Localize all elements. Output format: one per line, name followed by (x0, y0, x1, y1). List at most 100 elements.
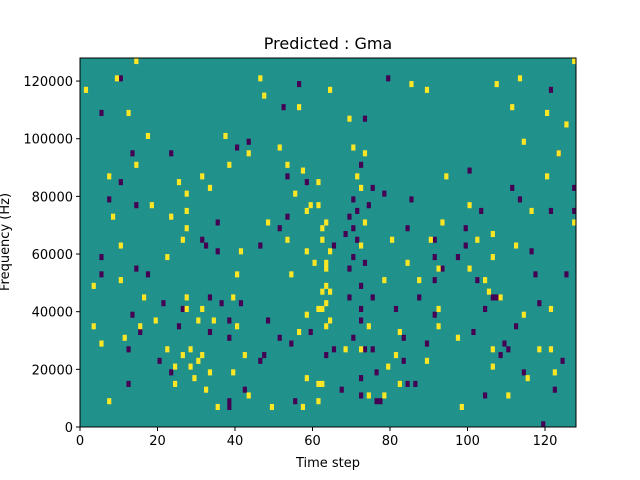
heatmap-cell-high (184, 190, 189, 197)
heatmap-cell-low (308, 328, 313, 336)
heatmap-cell-high (231, 369, 236, 376)
heatmap-cell-high (328, 248, 333, 255)
heatmap-cell-low (161, 300, 166, 307)
heatmap-cell-high (393, 352, 399, 359)
heatmap-cell-high (180, 236, 185, 243)
heatmap-cell-high (91, 323, 96, 330)
heatmap-cell-high (200, 173, 205, 180)
y-tick-label: 120000 (23, 75, 73, 90)
heatmap-cell-high (173, 363, 178, 370)
heatmap-cell-low (475, 277, 480, 284)
heatmap-cell-low (235, 144, 240, 151)
heatmap-cell-low (386, 75, 391, 82)
heatmap-cell-high (366, 323, 371, 330)
heatmap-cell-high (223, 132, 228, 140)
heatmap-cell-high (506, 392, 511, 399)
heatmap-cell-high (316, 380, 321, 387)
heatmap-cell-high (494, 81, 499, 88)
heatmap-cell-low (401, 357, 406, 364)
heatmap-cell-high (246, 150, 251, 157)
heatmap-cell-high (324, 219, 329, 226)
heatmap-cell-low (277, 334, 282, 341)
heatmap-cell-low (99, 109, 104, 116)
heatmap-cell-low (432, 277, 437, 284)
heatmap-cell-low (533, 271, 538, 278)
heatmap-cell-high (316, 179, 321, 186)
heatmap-cell-high (134, 58, 139, 65)
heatmap-cell-low (541, 421, 546, 428)
heatmap-cell-high (320, 380, 325, 387)
heatmap-cell-low (471, 328, 476, 336)
heatmap-cell-low (351, 225, 356, 232)
heatmap-cell-low (370, 294, 375, 301)
heatmap-cell-high (308, 202, 313, 209)
heatmap-cell-high (436, 265, 441, 272)
heatmap-cell-high (207, 184, 213, 191)
heatmap-cell-high (366, 392, 371, 399)
heatmap-cell-low (262, 352, 267, 359)
y-tick-label: 100000 (23, 133, 73, 148)
heatmap-cell-low (285, 173, 290, 180)
heatmap-cell-high (572, 219, 577, 226)
heatmap-cell-high (196, 317, 201, 324)
heatmap-cell-high (529, 207, 534, 214)
heatmap-cell-low (506, 346, 511, 353)
heatmap-cell-high (134, 161, 139, 168)
heatmap-cell-low (200, 236, 205, 243)
heatmap-cell-high (304, 248, 309, 255)
heatmap-cell-low (483, 392, 488, 399)
heatmap-cell-high (359, 346, 364, 353)
heatmap-cell-high (548, 346, 554, 353)
heatmap-cell-high (324, 323, 329, 330)
heatmap-cell-high (184, 305, 189, 312)
heatmap-cell-high (428, 236, 433, 243)
heatmap-cell-high (467, 202, 472, 209)
heatmap-cell-high (153, 317, 158, 324)
plot-area (79, 57, 577, 428)
heatmap-cell-low (176, 323, 182, 330)
plot-frame (79, 57, 577, 428)
heatmap-cell-high (316, 202, 321, 209)
heatmap-cell-high (548, 305, 554, 312)
heatmap-cell-high (242, 352, 247, 359)
heatmap-cell-high (200, 352, 205, 359)
heatmap-cell-low (227, 398, 232, 405)
heatmap-cell-high (277, 144, 282, 151)
heatmap-cell-high (483, 277, 488, 284)
heatmap-cell-high (231, 294, 236, 301)
heatmap-cells (83, 58, 577, 428)
heatmap-cell-high (316, 398, 321, 405)
heatmap-cell-high (355, 173, 360, 180)
heatmap-cell-low (331, 346, 337, 353)
heatmap-cell-low (548, 207, 554, 214)
heatmap-cell-high (564, 121, 569, 128)
heatmap-cell-high (285, 236, 290, 243)
heatmap-cell-high (328, 288, 333, 295)
heatmap-cell-high (444, 173, 449, 180)
heatmap-cell-high (514, 242, 519, 249)
heatmap-cell-high (498, 294, 503, 301)
heatmap-cell-low (134, 265, 139, 272)
heatmap-cell-low (99, 271, 104, 278)
heatmap-cell-low (351, 254, 356, 261)
heatmap-cell-low (432, 311, 437, 318)
heatmap-cell-high (490, 363, 495, 370)
heatmap-cell-low (343, 230, 348, 238)
heatmap-cell-low (359, 305, 364, 312)
heatmap-cell-low (393, 305, 399, 312)
heatmap-cell-high (266, 219, 271, 226)
heatmap-cell-high (455, 334, 461, 341)
heatmap-cell-low (207, 328, 213, 336)
heatmap-cell-low (347, 265, 352, 272)
heatmap-cell-high (107, 398, 112, 405)
heatmap-cell-low (517, 196, 523, 203)
heatmap-cell-low (258, 357, 263, 364)
heatmap-cell-low (118, 75, 123, 82)
heatmap-cell-low (204, 242, 209, 249)
heatmap-cell-high (397, 380, 402, 387)
heatmap-cell-low (347, 213, 352, 220)
heatmap-cell-low (266, 317, 271, 324)
x-tick-label: 100 (455, 434, 480, 449)
heatmap-cell-low (99, 254, 104, 261)
